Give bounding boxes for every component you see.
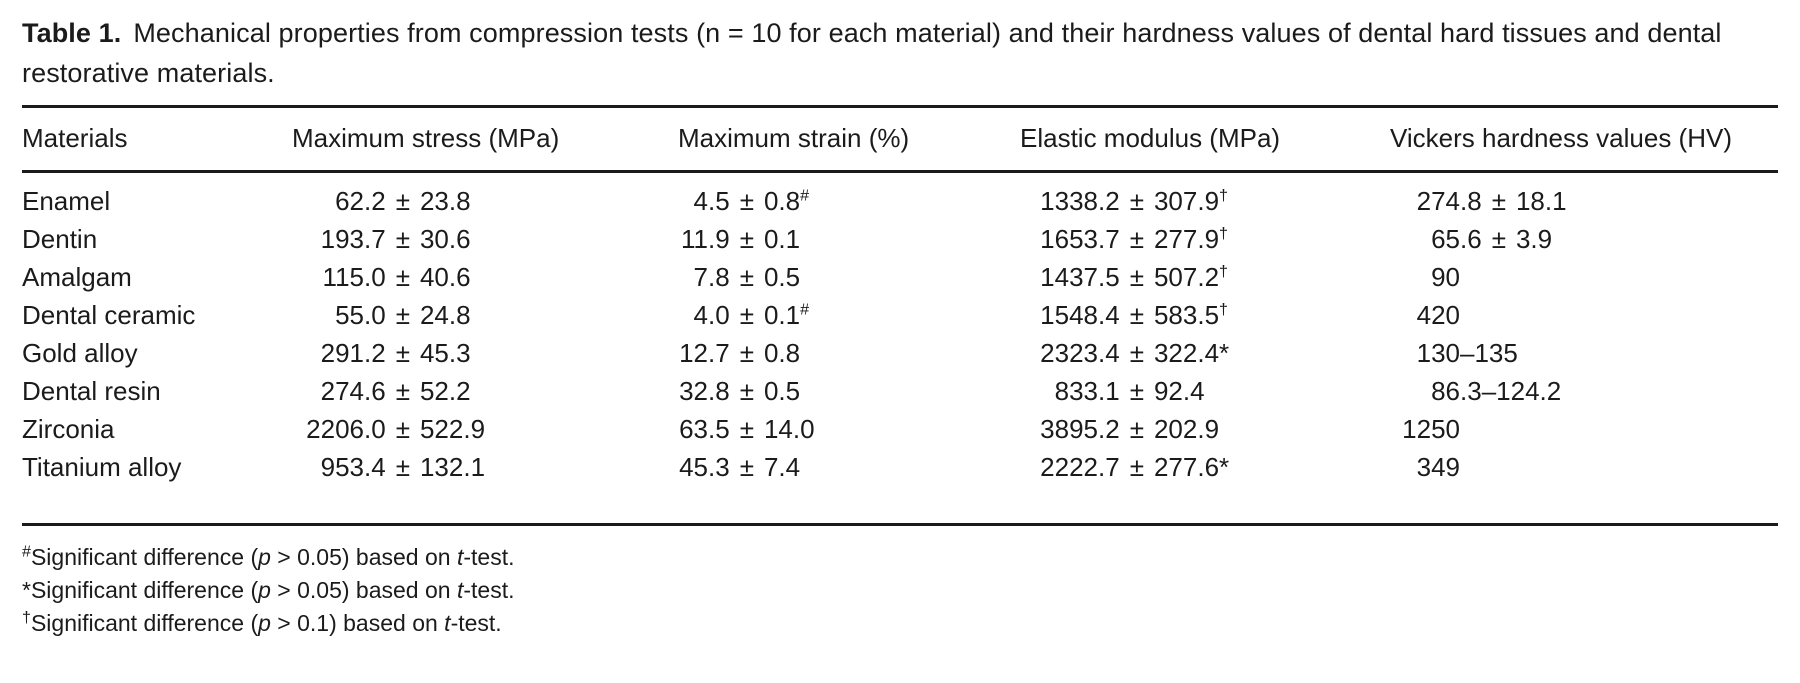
value-cell: 65.6 ±3.9 <box>1431 224 1553 255</box>
footnote-text-segment: -test. <box>450 609 502 636</box>
significance-marker: † <box>1219 186 1229 205</box>
material-name-cell: Zirconia <box>22 414 115 445</box>
value-cell: 12.7 ±0.8 <box>679 338 801 369</box>
column-header-materials: Materials <box>22 123 128 154</box>
value-cell: 55.0 ±24.8 <box>335 300 471 331</box>
footnote-italic-segment: p <box>258 609 271 636</box>
material-name-cell: Dental resin <box>22 376 161 407</box>
value-cell: 1250 <box>1402 414 1460 445</box>
value-cell: 1338.2 ±307.9† <box>1040 186 1229 217</box>
value-cell: 4.0 ±0.1# <box>693 300 810 331</box>
table-row: Dentin 193.7 ±30.6 11.9 ±0.1 1653.7 ±277.9† 65.… <box>22 221 1778 259</box>
material-name-cell: Titanium alloy <box>22 452 182 483</box>
value-cell: 3895.2 ±202.9 <box>1040 414 1220 445</box>
table-header-row: Materials Maximum stress (MPa) Maximum s… <box>22 108 1778 170</box>
table-row: Amalgam 115.0 ±40.6 7.8 ±0.5 1437.5 ±507.2† 90 <box>22 259 1778 297</box>
footnote-italic-segment: p <box>258 576 271 603</box>
footnote-marker: † <box>22 608 31 627</box>
value-cell: 115.0 ±40.6 <box>322 262 471 293</box>
significance-marker: # <box>800 300 810 319</box>
table-header-rule <box>22 169 1778 173</box>
table-caption-text: Mechanical properties from compression t… <box>22 18 1722 88</box>
value-cell: 193.7 ±30.6 <box>320 224 471 255</box>
footnote-text-segment: > 0.1) based on <box>270 609 445 636</box>
table-row: Enamel 62.2 ±23.8 4.5 ±0.8# 1338.2 ±307.9† 274.… <box>22 183 1778 221</box>
footnote-text-segment: > 0.05) based on <box>270 543 457 570</box>
material-name-cell: Amalgam <box>22 262 132 293</box>
material-name-cell: Dentin <box>22 224 98 255</box>
column-header-maximum-strain: Maximum strain (%) <box>678 123 910 154</box>
value-cell: 349 <box>1416 452 1460 483</box>
significance-asterisk: * <box>1219 338 1230 369</box>
value-cell: 11.9 ±0.1 <box>681 224 801 255</box>
table-row: Titanium alloy 953.4 ±132.1 45.3 ±7.4 2222.7 ±… <box>22 449 1778 487</box>
table-body: Enamel 62.2 ±23.8 4.5 ±0.8# 1338.2 ±307.9† 274.… <box>22 173 1778 523</box>
significance-marker: # <box>800 186 810 205</box>
footnote-marker: * <box>22 576 31 603</box>
significance-marker: † <box>1219 224 1229 243</box>
material-name-cell: Enamel <box>22 186 111 217</box>
column-header-vickers-hardness: Vickers hardness values (HV) <box>1390 123 1732 154</box>
value-cell: 130–135 <box>1416 338 1518 369</box>
column-header-elastic-modulus: Elastic modulus (MPa) <box>1020 123 1281 154</box>
table-row: Zirconia 2206.0 ±522.9 63.5 ±14.0 3895.2 ±202.… <box>22 411 1778 449</box>
value-cell: 274.6 ±52.2 <box>320 376 471 407</box>
table-top-rule <box>22 104 1778 108</box>
material-name-cell: Dental ceramic <box>22 300 196 331</box>
value-cell: 2323.4 ±322.4* <box>1040 338 1230 369</box>
footnote-text-segment: Significant difference ( <box>30 609 259 636</box>
value-cell: 62.2 ±23.8 <box>335 186 471 217</box>
value-cell: 953.4 ±132.1 <box>320 452 486 483</box>
table-row: Dental ceramic 55.0 ±24.8 4.0 ±0.1# 1548.4 ±58… <box>22 297 1778 335</box>
footnote-text-segment: -test. <box>463 543 515 570</box>
table-bottom-rule <box>22 522 1778 526</box>
footnote-italic-segment: t <box>456 576 464 603</box>
footnote-text-segment: -test. <box>463 576 515 603</box>
value-cell: 4.5 ±0.8# <box>693 186 810 217</box>
table-row: Gold alloy 291.2 ±45.3 12.7 ±0.8 2323.4 ±322.4… <box>22 335 1778 373</box>
value-cell: 833.1 ±92.4 <box>1054 376 1205 407</box>
footnote-marker: # <box>22 542 31 561</box>
footnote-italic-segment: t <box>456 543 464 570</box>
table-caption: Table 1. Mechanical properties from compr… <box>22 14 1778 94</box>
value-cell: 420 <box>1416 300 1460 331</box>
footnote-line: †Significant difference (p > 0.1) based … <box>22 607 1778 640</box>
footnote-line: #Significant difference (p > 0.05) based… <box>22 541 1778 574</box>
material-name-cell: Gold alloy <box>22 338 138 369</box>
footnote-italic-segment: p <box>258 543 271 570</box>
value-cell: 90 <box>1431 262 1460 293</box>
footnote-text-segment: Significant difference ( <box>30 576 259 603</box>
significance-marker: † <box>1219 262 1229 281</box>
value-cell: 32.8 ±0.5 <box>679 376 801 407</box>
value-cell: 1437.5 ±507.2† <box>1040 262 1229 293</box>
value-cell: 63.5 ±14.0 <box>679 414 815 445</box>
table-number-label: Table 1. <box>22 18 122 48</box>
value-cell: 2222.7 ±277.6* <box>1040 452 1230 483</box>
value-cell: 2206.0 ±522.9 <box>306 414 486 445</box>
table-row: Dental resin 274.6 ±52.2 32.8 ±0.5 833.1 ±92.4… <box>22 373 1778 411</box>
value-cell: 274.8 ±18.1 <box>1416 186 1567 217</box>
table-footnotes: #Significant difference (p > 0.05) based… <box>22 541 1778 640</box>
paper-table-figure: Table 1. Mechanical properties from compr… <box>0 14 1800 683</box>
value-cell: 1653.7 ±277.9† <box>1040 224 1229 255</box>
value-cell: 1548.4 ±583.5† <box>1040 300 1229 331</box>
significance-asterisk: * <box>1219 452 1230 483</box>
value-cell: 86.3–124.2 <box>1431 376 1562 407</box>
value-cell: 45.3 ±7.4 <box>679 452 801 483</box>
footnote-text-segment: Significant difference ( <box>30 543 259 570</box>
value-cell: 291.2 ±45.3 <box>320 338 471 369</box>
significance-marker: † <box>1219 300 1229 319</box>
column-header-maximum-stress: Maximum stress (MPa) <box>292 123 560 154</box>
footnote-italic-segment: t <box>444 609 451 636</box>
footnote-line: *Significant difference (p > 0.05) based… <box>22 574 1778 607</box>
footnote-text-segment: > 0.05) based on <box>270 576 457 603</box>
value-cell: 7.8 ±0.5 <box>693 262 801 293</box>
